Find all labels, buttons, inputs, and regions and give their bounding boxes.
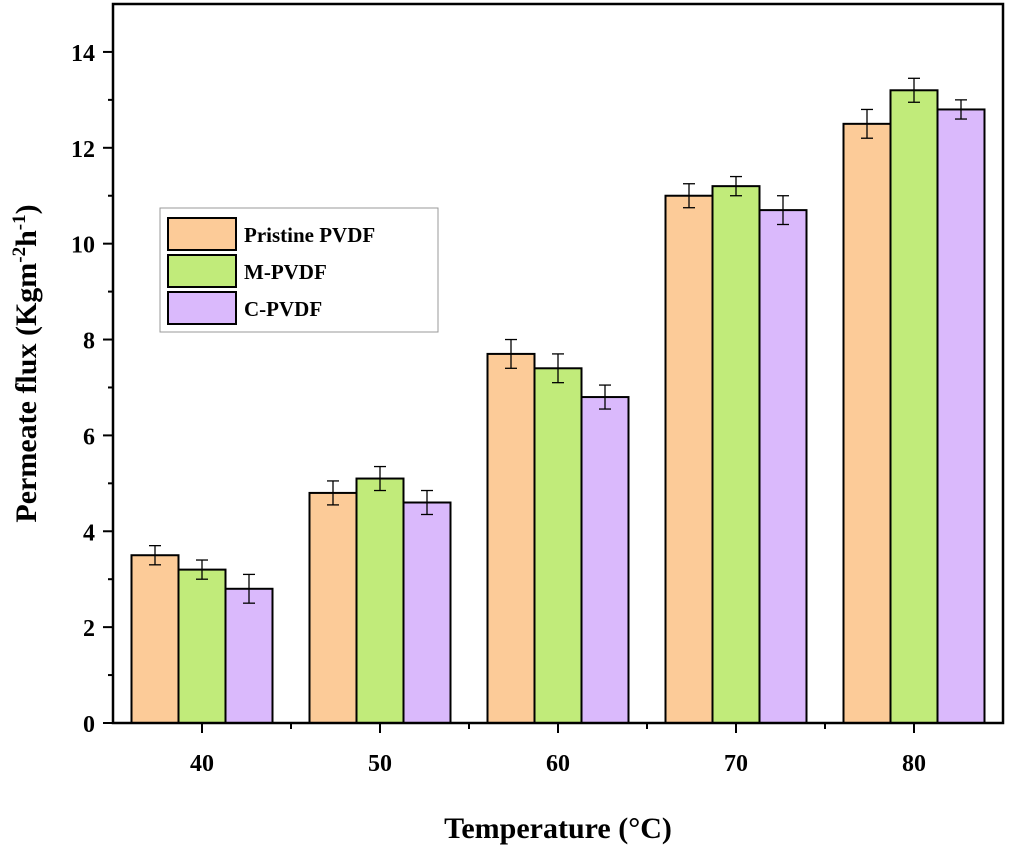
y-axis-title-sup2: -1: [9, 214, 30, 230]
bar: [580, 396, 630, 724]
y-axis-title-main: Permeate flux (Kgm: [10, 263, 43, 523]
bar: [486, 352, 536, 724]
bar: [224, 587, 274, 725]
legend-swatch: [167, 291, 237, 325]
y-tick-label: 8: [83, 329, 95, 355]
y-tick-label: 10: [71, 233, 95, 259]
y-axis-title-end: ): [10, 204, 43, 214]
bar: [177, 568, 227, 725]
x-tick-label: 40: [190, 751, 214, 777]
y-axis-title: Permeate flux (Kgm-2h-1): [9, 204, 43, 522]
bar: [664, 194, 714, 724]
legend-label: M-PVDF: [244, 260, 327, 284]
legend: Pristine PVDF M-PVDF C-PVDF: [159, 207, 439, 333]
bar: [842, 122, 892, 725]
legend-label: Pristine PVDF: [244, 223, 375, 247]
x-tick-label: 80: [902, 751, 926, 777]
y-tick-label: 6: [83, 424, 95, 450]
bar: [402, 501, 452, 724]
bar: [758, 209, 808, 724]
legend-swatch: [167, 217, 237, 251]
bar: [533, 367, 583, 724]
legend-items: Pristine PVDF M-PVDF C-PVDF: [167, 217, 375, 325]
x-axis-title: Temperature (°C): [444, 812, 672, 845]
y-axis-title-sup1: -2: [9, 247, 30, 263]
y-axis-title-mid: h: [10, 230, 43, 247]
legend-label: C-PVDF: [244, 297, 322, 321]
x-tick-label: 60: [546, 751, 570, 777]
y-tick-label: 2: [83, 616, 95, 642]
x-tick-label: 50: [368, 751, 392, 777]
y-tick-label: 4: [83, 520, 95, 546]
y-tick-label: 0: [83, 712, 95, 738]
legend-swatch: [167, 254, 237, 288]
bar: [936, 108, 986, 725]
bar: [130, 554, 180, 724]
bars-layer: [130, 89, 986, 725]
bar: [355, 477, 405, 725]
x-tick-label: 70: [724, 751, 748, 777]
ticks-layer: 0 2 4 6 8 10 12 14 40 50 60 70 80: [71, 41, 926, 777]
bar: [308, 491, 358, 725]
bar: [711, 185, 761, 724]
error-bars-layer: [149, 77, 967, 604]
y-tick-label: 12: [71, 137, 95, 163]
bar: [889, 89, 939, 724]
y-tick-label: 14: [71, 41, 95, 67]
